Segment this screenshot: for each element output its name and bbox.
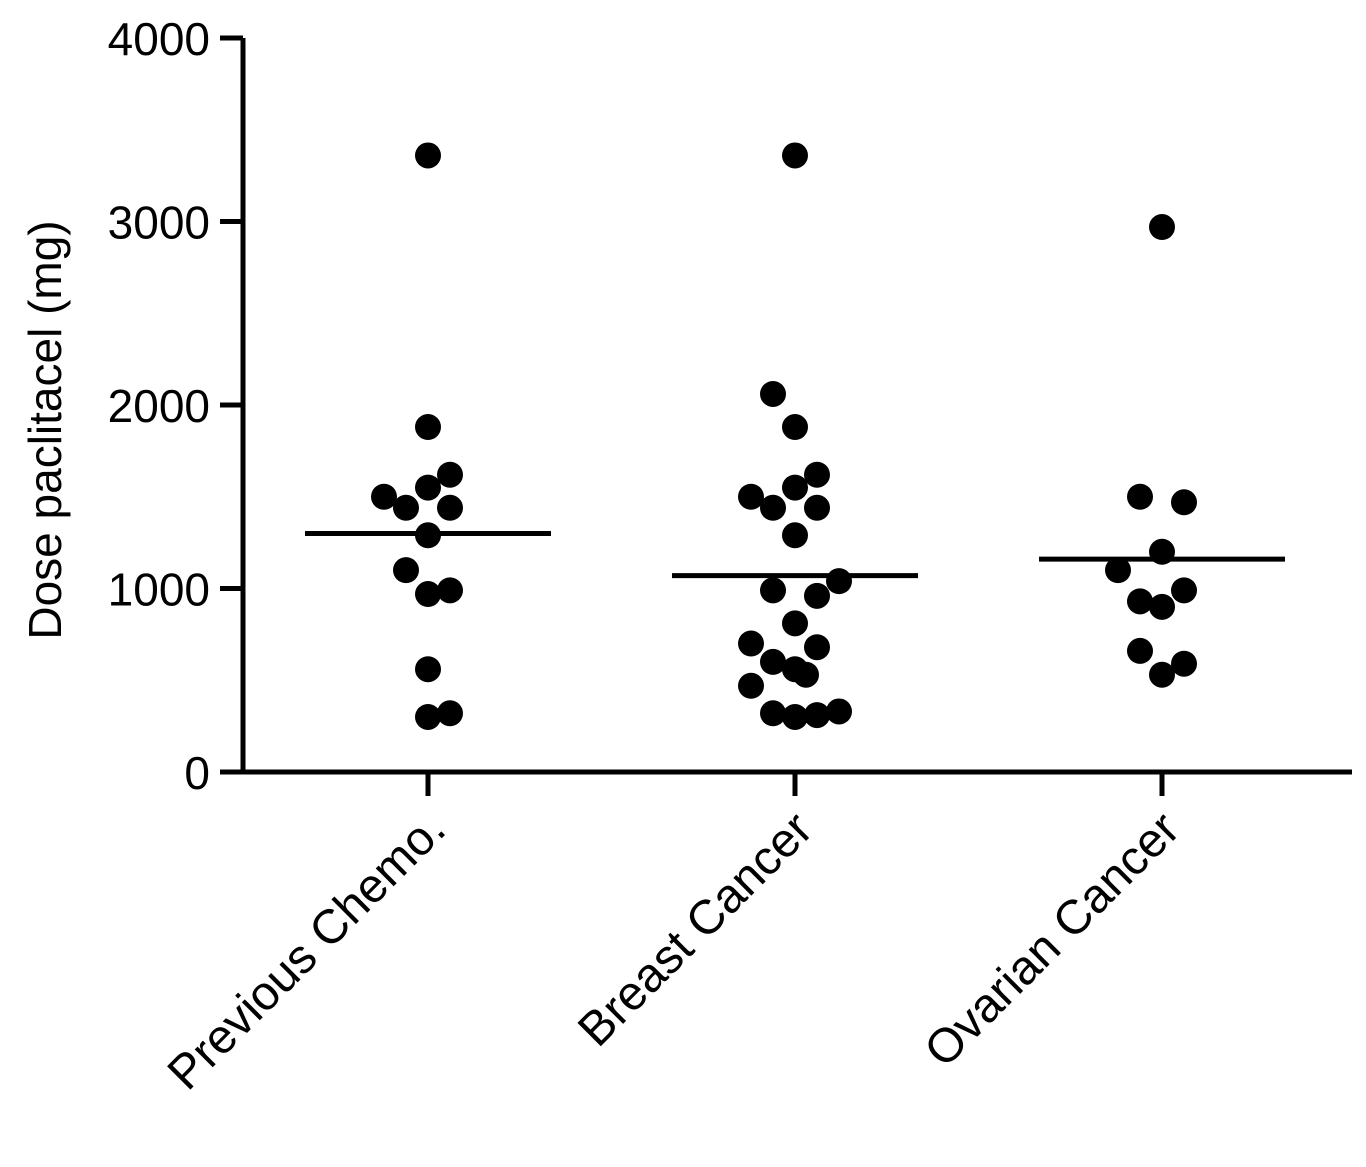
data-point (415, 656, 441, 683)
y-tick-label: 4000 (108, 13, 210, 65)
data-point (437, 577, 463, 604)
x-ticks: Previous Chemo. Breast Cancer Ovarian Canc… (158, 772, 1190, 1100)
data-point (1127, 637, 1153, 664)
data-point (371, 483, 397, 510)
data-point (1149, 593, 1175, 620)
median-lines (305, 530, 1285, 579)
data-point (793, 661, 819, 688)
data-point (1105, 557, 1131, 584)
data-point (415, 703, 441, 730)
data-point (437, 461, 463, 488)
data-point (738, 630, 764, 657)
y-axis-label: Dose paclitacel (mg) (19, 220, 71, 639)
data-point (1171, 650, 1197, 677)
data-point (1171, 489, 1197, 516)
data-point (760, 648, 786, 675)
data-point (760, 380, 786, 407)
data-point (804, 702, 830, 729)
data-points (371, 142, 1197, 730)
y-tick-label: 1000 (108, 564, 210, 616)
data-point (1127, 483, 1153, 510)
y-ticks: 0 1000 2000 3000 4000 (108, 13, 243, 799)
data-point (437, 700, 463, 727)
x-tick-label: Ovarian Cancer (915, 802, 1190, 1077)
data-point (415, 414, 441, 441)
data-point (826, 568, 852, 595)
data-point (415, 474, 441, 501)
data-point (782, 142, 808, 169)
data-point (415, 142, 441, 169)
x-tick-label: Previous Chemo. (158, 802, 456, 1100)
data-point (804, 582, 830, 609)
data-point (804, 634, 830, 661)
data-point (760, 494, 786, 521)
data-point (738, 483, 764, 510)
data-point (826, 698, 852, 725)
data-point (782, 414, 808, 441)
data-point (804, 494, 830, 521)
data-point (1149, 214, 1175, 241)
data-point (782, 703, 808, 730)
data-point (1127, 588, 1153, 615)
y-tick-label: 2000 (108, 380, 210, 432)
data-point (782, 522, 808, 549)
data-point (415, 581, 441, 608)
data-point (782, 610, 808, 637)
data-point (760, 577, 786, 604)
data-point (760, 700, 786, 727)
x-tick-label: Breast Cancer (568, 802, 822, 1056)
data-point (393, 557, 419, 584)
data-point (393, 494, 419, 521)
data-point (1171, 577, 1197, 604)
data-point (1149, 661, 1175, 688)
data-point (782, 474, 808, 501)
y-tick-label: 3000 (108, 197, 210, 249)
data-point (738, 672, 764, 699)
data-point (804, 461, 830, 488)
data-point (437, 494, 463, 521)
y-tick-label: 0 (184, 747, 210, 799)
